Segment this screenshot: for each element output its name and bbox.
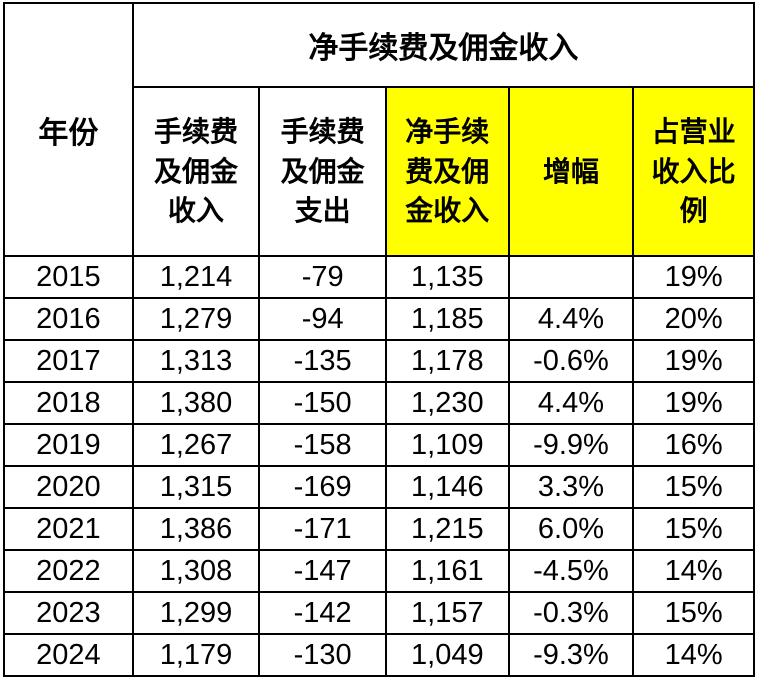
growth-cell: 3.3%: [507, 465, 635, 509]
year-cell: 2022: [3, 549, 134, 593]
net-income-cell: 1,215: [384, 507, 510, 551]
table-row: 2020 1,315 -169 1,146 3.3% 15%: [3, 465, 755, 509]
net-income-cell: 1,230: [384, 381, 510, 425]
net-income-cell: 1,049: [384, 633, 510, 677]
growth-cell: 4.4%: [507, 297, 635, 341]
pct-of-revenue-cell: 19%: [632, 339, 755, 383]
year-cell: 2018: [3, 381, 134, 425]
column-header-pct-of-revenue: 占营业收入比例: [632, 86, 755, 257]
growth-cell: -4.5%: [507, 549, 635, 593]
pct-of-revenue-cell: 15%: [632, 507, 755, 551]
year-cell: 2024: [3, 633, 134, 677]
net-income-cell: 1,109: [384, 423, 510, 467]
net-income-cell: 1,146: [384, 465, 510, 509]
fee-expense-cell: -171: [258, 507, 387, 551]
fee-expense-cell: -150: [258, 381, 387, 425]
growth-cell: -0.6%: [507, 339, 635, 383]
fee-expense-cell: -135: [258, 339, 387, 383]
fee-expense-cell: -79: [258, 255, 387, 299]
fee-income-cell: 1,299: [131, 591, 261, 635]
fee-expense-cell: -147: [258, 549, 387, 593]
column-header-growth: 增幅: [507, 86, 635, 257]
pct-of-revenue-cell: 14%: [632, 633, 755, 677]
growth-cell: 6.0%: [507, 507, 635, 551]
year-cell: 2017: [3, 339, 134, 383]
growth-cell: 4.4%: [507, 381, 635, 425]
group-header-row: 年份 净手续费及佣金收入: [3, 2, 756, 257]
year-column-header: 年份: [3, 2, 134, 257]
table-row: 2019 1,267 -158 1,109 -9.9% 16%: [3, 423, 755, 467]
fee-income-cell: 1,179: [131, 633, 261, 677]
year-cell: 2021: [3, 507, 134, 551]
year-cell: 2015: [3, 255, 134, 299]
table-row: 2023 1,299 -142 1,157 -0.3% 15%: [3, 591, 755, 635]
fee-expense-cell: -94: [258, 297, 387, 341]
fee-expense-cell: -158: [258, 423, 387, 467]
growth-cell: [507, 255, 635, 299]
pct-of-revenue-cell: 19%: [632, 381, 755, 425]
column-header-net-income: 净手续费及佣金收入: [384, 86, 510, 257]
fee-expense-cell: -169: [258, 465, 387, 509]
growth-cell: -9.3%: [507, 633, 635, 677]
net-income-cell: 1,157: [384, 591, 510, 635]
table-row: 2022 1,308 -147 1,161 -4.5% 14%: [3, 549, 755, 593]
table-row: 2016 1,279 -94 1,185 4.4% 20%: [3, 297, 755, 341]
fee-income-cell: 1,380: [131, 381, 261, 425]
pct-of-revenue-cell: 14%: [632, 549, 755, 593]
group-header: 净手续费及佣金收入: [131, 2, 756, 88]
fee-commission-table: 年份 净手续费及佣金收入 手续费及佣金收入 手续费及佣金支出 净手续费及佣金收入…: [3, 2, 756, 677]
column-header-fee-income: 手续费及佣金收入: [131, 86, 261, 257]
year-cell: 2023: [3, 591, 134, 635]
sub-header-row: 手续费及佣金收入 手续费及佣金支出 净手续费及佣金收入 增幅 占营业收入比例: [4, 86, 755, 257]
fee-income-cell: 1,308: [131, 549, 261, 593]
pct-of-revenue-cell: 15%: [632, 591, 755, 635]
pct-of-revenue-cell: 16%: [632, 423, 755, 467]
pct-of-revenue-cell: 15%: [632, 465, 755, 509]
fee-expense-cell: -130: [258, 633, 387, 677]
net-income-cell: 1,178: [384, 339, 510, 383]
table-row: 2018 1,380 -150 1,230 4.4% 19%: [3, 381, 755, 425]
year-cell: 2020: [3, 465, 134, 509]
fee-expense-cell: -142: [258, 591, 387, 635]
growth-cell: -9.9%: [507, 423, 635, 467]
table-row: 2015 1,214 -79 1,135 19%: [3, 255, 755, 299]
net-income-cell: 1,161: [384, 549, 510, 593]
fee-income-cell: 1,279: [131, 297, 261, 341]
growth-cell: -0.3%: [507, 591, 635, 635]
table-row: 2024 1,179 -130 1,049 -9.3% 14%: [3, 633, 755, 677]
fee-income-cell: 1,267: [131, 423, 261, 467]
year-cell: 2019: [3, 423, 134, 467]
table-row: 2017 1,313 -135 1,178 -0.6% 19%: [3, 339, 755, 383]
net-income-cell: 1,185: [384, 297, 510, 341]
pct-of-revenue-cell: 20%: [632, 297, 755, 341]
pct-of-revenue-cell: 19%: [632, 255, 755, 299]
year-cell: 2016: [3, 297, 134, 341]
net-income-cell: 1,135: [384, 255, 510, 299]
fee-income-cell: 1,315: [131, 465, 261, 509]
fee-income-cell: 1,313: [131, 339, 261, 383]
table-row: 2021 1,386 -171 1,215 6.0% 15%: [3, 507, 755, 551]
column-header-fee-expense: 手续费及佣金支出: [258, 86, 387, 257]
fee-income-cell: 1,386: [131, 507, 261, 551]
fee-income-cell: 1,214: [131, 255, 261, 299]
